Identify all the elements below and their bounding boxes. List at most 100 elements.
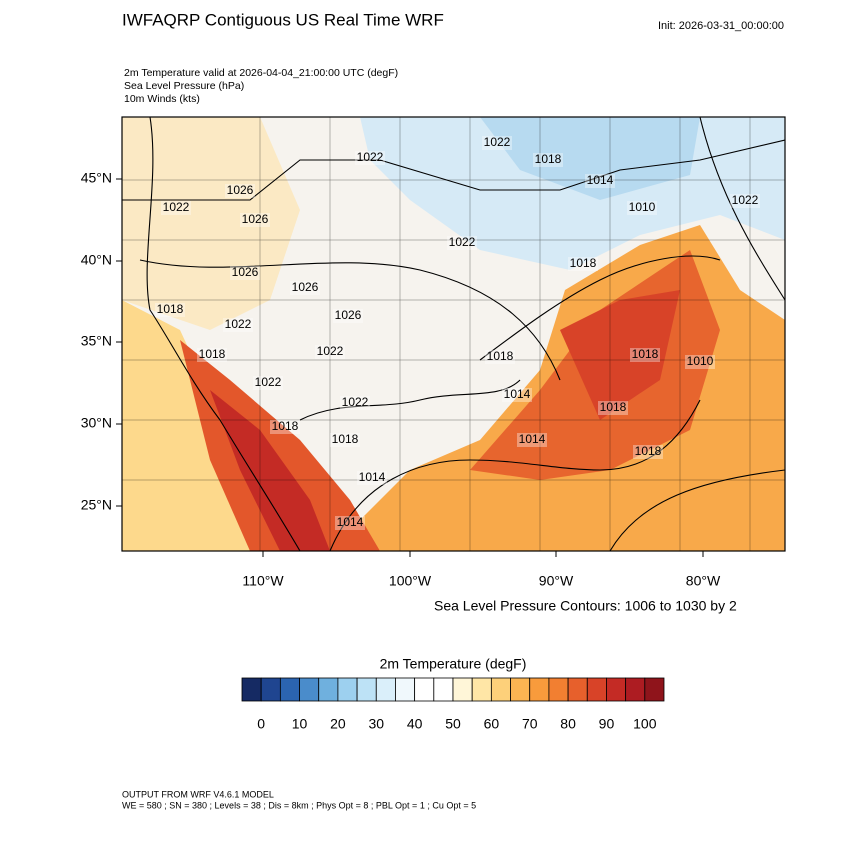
contour-label: 1022 [342, 395, 369, 409]
colorbar-label: 40 [407, 716, 423, 732]
contour-label-bg [630, 348, 660, 362]
contour-label-bg [502, 388, 532, 402]
mexico-hot [210, 390, 330, 551]
contour-label: 1018 [600, 400, 627, 414]
colorbar-box [625, 677, 646, 702]
colorbar-box [395, 677, 416, 702]
contour-label: 1018 [272, 419, 299, 433]
colorbar-label: 70 [522, 716, 538, 732]
contour-label-bg [568, 257, 598, 271]
contour-label-bg [598, 401, 628, 415]
colorbar-box [318, 677, 339, 702]
colorbar-label: 0 [257, 716, 265, 732]
subtitle: 2m Temperature valid at 2026-04-04_21:00… [124, 67, 398, 79]
lat-label: 35°N [81, 333, 112, 349]
contour-label: 1026 [335, 308, 362, 322]
colorbar-label: 50 [445, 716, 461, 732]
colorbar-label: 30 [368, 716, 384, 732]
colorbar-box [337, 677, 358, 702]
colorbar-box [375, 677, 396, 702]
contour-label-bg [533, 153, 563, 167]
contour-label: 1022 [255, 375, 282, 389]
colorbar-label: 100 [633, 716, 657, 732]
colorbar-label: 80 [560, 716, 576, 732]
contour-label: 1014 [359, 470, 386, 484]
contour-label: 1014 [587, 173, 614, 187]
colorbar-box [241, 677, 262, 702]
colorbar-title: 2m Temperature (degF) [380, 656, 527, 672]
contour-label: 1018 [570, 256, 597, 270]
contour-label: 1022 [449, 235, 476, 249]
contour-label-bg [330, 433, 360, 447]
contour-label: 1014 [504, 387, 531, 401]
lat-label: 25°N [81, 497, 112, 513]
colorbar-box [279, 677, 300, 702]
contour-label-bg [355, 151, 385, 165]
colorbar-box [529, 677, 550, 702]
contour-label-bg [290, 281, 320, 295]
footer: WE = 580 ; SN = 380 ; Levels = 38 ; Dis … [122, 800, 476, 810]
contour-label: 1018 [487, 349, 514, 363]
contour-label-bg [315, 345, 345, 359]
colorbar-box [471, 677, 492, 702]
contour-label-bg [155, 303, 185, 317]
contour-label-bg [485, 350, 515, 364]
contour-label: 1018 [199, 347, 226, 361]
lon-label: 80°W [686, 573, 721, 589]
lat-label: 45°N [81, 170, 112, 186]
colorbar-box [548, 677, 569, 702]
lon-label: 90°W [539, 573, 574, 589]
colorbar-box [299, 677, 320, 702]
colorbar-box [490, 677, 511, 702]
contour-label-bg [357, 471, 387, 485]
southeast-hot [560, 290, 680, 420]
contour-label: 1022 [163, 200, 190, 214]
map-field [122, 117, 785, 551]
contour-label: 1026 [227, 183, 254, 197]
colorbar-label: 60 [484, 716, 500, 732]
contour-label-bg [685, 355, 715, 369]
lat-label: 40°N [81, 252, 112, 268]
contour-label-bg [230, 266, 260, 280]
contour-label: 1022 [317, 344, 344, 358]
contour-label: 1022 [357, 150, 384, 164]
title: IWFAQRP Contiguous US Real Time WRF [122, 10, 444, 29]
colorbar-box [586, 677, 607, 702]
contour-label: 1022 [484, 135, 511, 149]
contour-label-bg [517, 433, 547, 447]
colorbar-box [260, 677, 281, 702]
colorbar-box [567, 677, 588, 702]
lon-label: 110°W [242, 573, 284, 589]
contour-label: 1022 [732, 193, 759, 207]
contour-label-bg [585, 174, 615, 188]
colorbar-label: 90 [599, 716, 615, 732]
contour-label: 1018 [635, 444, 662, 458]
contour-label-bg [633, 445, 663, 459]
contour-note: Sea Level Pressure Contours: 1006 to 103… [434, 598, 737, 614]
contour-label-bg [730, 194, 760, 208]
colorbar-box [452, 677, 473, 702]
contour-label-bg [447, 236, 477, 250]
contour-label-bg [253, 376, 283, 390]
contour-label: 1018 [332, 432, 359, 446]
colorbar-box [644, 677, 665, 702]
footer: OUTPUT FROM WRF V4.6.1 MODEL [122, 789, 274, 799]
contour-label: 1014 [337, 515, 364, 529]
subtitle: Sea Level Pressure (hPa) [124, 80, 244, 92]
contour-label: 1014 [519, 432, 546, 446]
contour-label-bg [482, 136, 512, 150]
warm-west [122, 117, 300, 330]
contour-label-bg [225, 184, 255, 198]
init-time: Init: 2026-03-31_00:00:00 [658, 20, 784, 32]
contour-label-bg [333, 309, 363, 323]
contour-label: 1026 [232, 265, 259, 279]
contour-label-bg [161, 201, 191, 215]
contour-label: 1018 [535, 152, 562, 166]
cold-north [480, 117, 700, 200]
contour-label-bg [270, 420, 300, 434]
lat-label: 30°N [81, 415, 112, 431]
contour-label-bg [340, 396, 370, 410]
contour-label-bg [197, 348, 227, 362]
lon-label: 100°W [389, 573, 432, 589]
